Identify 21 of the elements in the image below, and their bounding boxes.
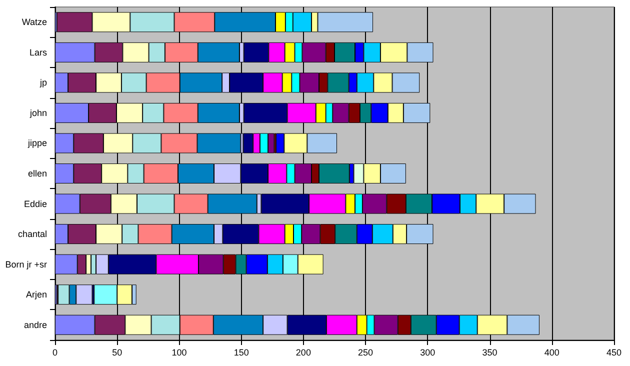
y-tick-label: john <box>28 108 47 118</box>
y-tick-label: Watze <box>22 17 47 28</box>
y-tick-label: Born jr +sr <box>5 259 47 270</box>
y-tick-label: jippe <box>26 138 47 148</box>
x-tick-label: 0 <box>52 348 58 358</box>
y-tick-label: andre <box>24 320 47 330</box>
y-tick-label: Eddie <box>24 198 47 209</box>
x-tick-label: 450 <box>606 348 622 358</box>
x-tick-label: 100 <box>172 348 187 358</box>
x-tick-label: 250 <box>358 348 374 358</box>
y-tick-label: jp <box>38 78 47 88</box>
x-tick-label: 350 <box>482 348 498 358</box>
y-tick-label: ellen <box>28 168 47 178</box>
y-tick-label: Lars <box>29 47 48 58</box>
x-tick-label: 50 <box>112 348 122 358</box>
x-tick-label: 150 <box>234 348 249 358</box>
y-tick-label: Arjen <box>26 290 47 300</box>
x-tick-label: 300 <box>420 348 436 358</box>
x-tick-label: 200 <box>296 348 311 358</box>
y-tick-label: chantal <box>18 229 47 240</box>
x-tick-label: 400 <box>544 348 560 358</box>
